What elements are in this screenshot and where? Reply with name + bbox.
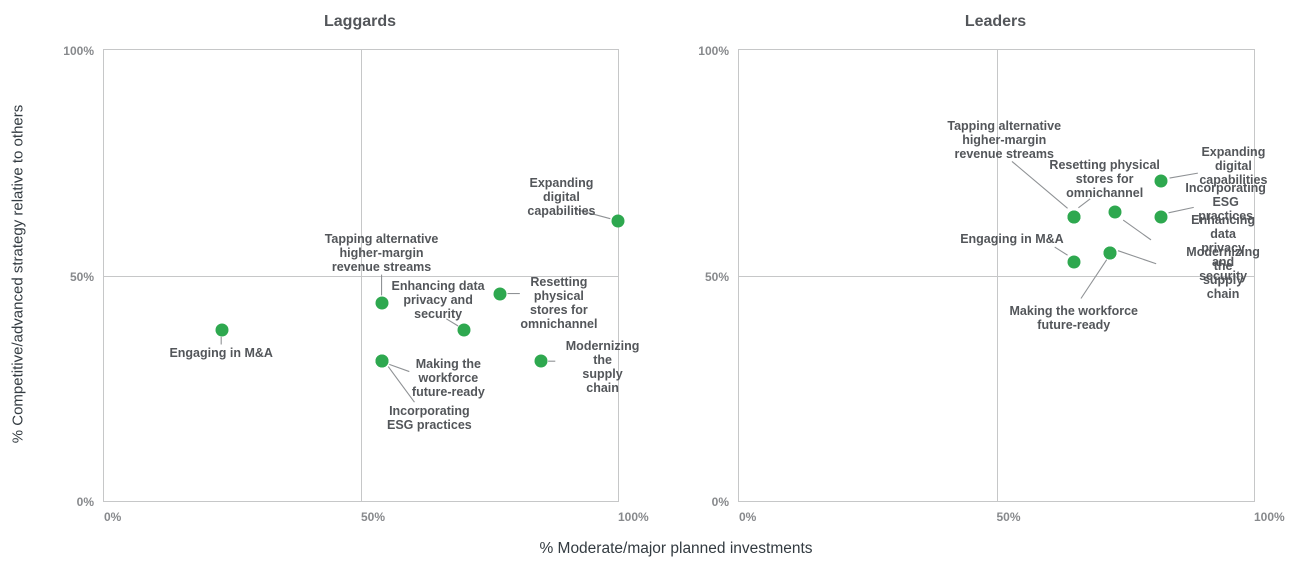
leader-line-incorporating-esg (1168, 206, 1194, 214)
data-label-enhancing-data-privacy: Enhancing data privacy and security (1191, 212, 1256, 283)
data-label-expanding-digital: Expanding digital capabilities (1199, 145, 1268, 188)
x-tick-label: 0% (104, 510, 122, 524)
leader-line-making-workforce-future-ready (389, 363, 410, 373)
data-label-expanding-digital: Expanding digital capabilities (527, 175, 596, 218)
data-label-resetting-physical-stores: Resetting physical stores for omnichanne… (520, 274, 598, 331)
data-point-expanding-digital (1154, 174, 1168, 188)
x-tick-label: 0% (739, 510, 757, 524)
data-point-enhancing-data-privacy (457, 323, 471, 337)
data-point-resetting-physical-stores (493, 287, 507, 301)
data-label-enhancing-data-privacy: Enhancing data privacy and security (391, 279, 485, 322)
leader-line-enhancing-data-privacy (1122, 219, 1152, 241)
y-tick-label: 0% (711, 495, 729, 509)
chart-title-laggards: Laggards (323, 13, 397, 30)
x-tick-label: 100% (1254, 510, 1285, 524)
leader-line-enhancing-data-privacy (446, 318, 459, 327)
x-tick-label: 100% (618, 510, 649, 524)
y-tick-label: 50% (704, 269, 729, 284)
y-tick-label: 100% (63, 44, 94, 58)
data-point-modernizing-supply-chain (1103, 246, 1117, 260)
x-tick-label: 50% (361, 510, 386, 524)
data-label-tapping-alternative-revenue: Tapping alternative higher-margin revenu… (947, 119, 1062, 162)
data-point-resetting-physical-stores (1067, 210, 1081, 224)
data-label-tapping-alternative-revenue: Tapping alternative higher-margin revenu… (324, 231, 439, 274)
data-label-engaging-in-ma: Engaging in M&A (960, 231, 1064, 246)
data-label-resetting-physical-stores: Resetting physical stores for omnichanne… (1049, 157, 1160, 200)
data-point-modernizing-supply-chain (534, 354, 548, 368)
data-label-incorporating-esg: Incorporating ESG practices (386, 403, 472, 432)
y-tick-label: 100% (698, 44, 729, 58)
data-point-engaging-in-ma (1067, 255, 1081, 269)
chart-title-leaders: Leaders (964, 13, 1027, 30)
data-label-making-workforce-future-ready: Making the workforce future-ready (411, 356, 485, 399)
y-tick-label: 0% (76, 495, 94, 509)
leader-line-resetting-physical-stores (1078, 198, 1091, 209)
leader-line-expanding-digital (574, 208, 611, 220)
plot-area-leaders: Engaging in M&A Tapping alternative highe… (738, 49, 1267, 502)
y-axis-title: % Competitive/advanced strategy relative… (9, 104, 27, 444)
data-point-incorporating-esg (1154, 210, 1168, 224)
leader-line-modernizing-supply-chain (1117, 250, 1157, 265)
x-tick-label: 50% (996, 510, 1021, 524)
gridline-horizontal-50 (739, 275, 1254, 277)
plot-area-laggards: Engaging in M&A Tapping alternative highe… (103, 49, 639, 502)
x-axis-title: % Moderate/major planned investments (539, 540, 813, 557)
data-label-modernizing-supply-chain: Modernizing the supply chain (565, 339, 640, 396)
leader-lines (1011, 160, 1198, 299)
data-point-enhancing-data-privacy (1108, 205, 1122, 219)
leader-line-incorporating-esg (387, 366, 415, 403)
leader-lines (220, 208, 611, 403)
leader-line-engaging-in-ma (1054, 246, 1068, 256)
y-tick-label: 50% (69, 269, 94, 284)
data-point-engaging-in-ma (215, 323, 229, 337)
data-label-engaging-in-ma: Engaging in M&A (169, 346, 273, 361)
leader-line-expanding-digital (1169, 172, 1198, 179)
data-point-incorporating-esg (375, 354, 389, 368)
leader-line-making-workforce-future-ready (1080, 259, 1108, 299)
data-label-incorporating-esg: Incorporating ESG practices (1185, 180, 1266, 223)
data-label-modernizing-supply-chain: Modernizing the supply chain (1186, 245, 1260, 302)
data-label-making-workforce-future-ready: Making the workforce future-ready (1009, 304, 1139, 333)
leader-line-tapping-alternative-revenue (1011, 160, 1068, 209)
data-point-tapping-alternative-revenue (375, 296, 389, 310)
data-point-expanding-digital (611, 214, 625, 228)
gridline-horizontal-50 (104, 275, 618, 277)
